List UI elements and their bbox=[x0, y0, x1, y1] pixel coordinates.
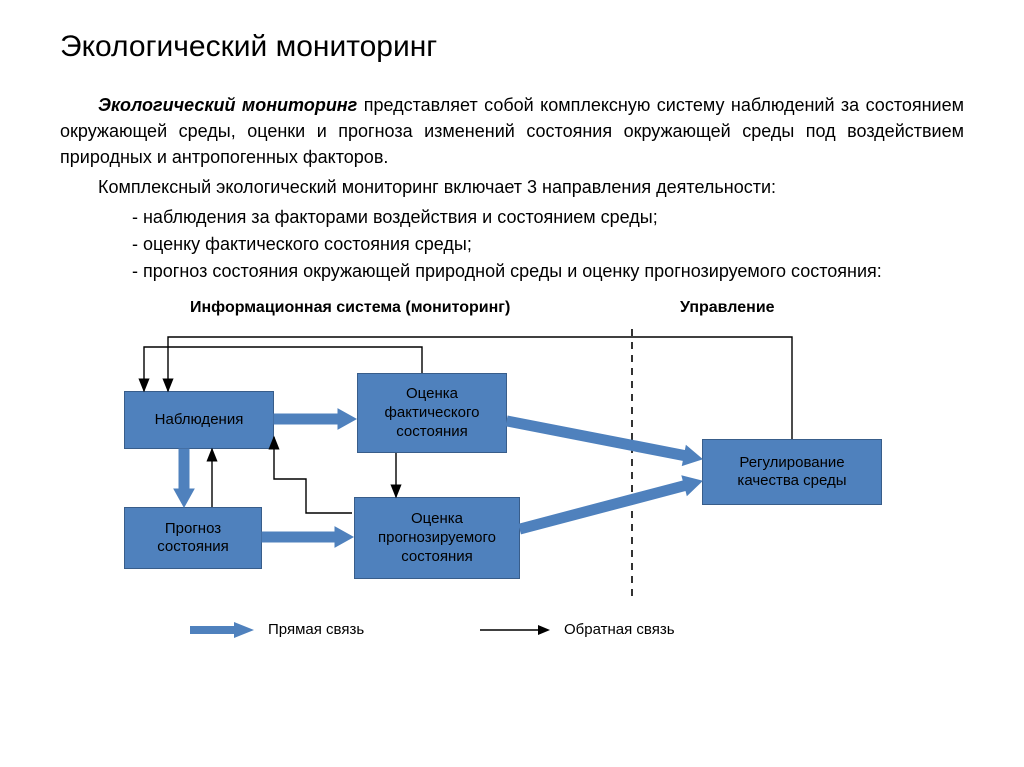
feedback-arrow bbox=[274, 437, 352, 513]
bullet-1: - наблюдения за факторами воздействия и … bbox=[60, 204, 964, 231]
bullet-2: - оценку фактического состояния среды; bbox=[60, 231, 964, 258]
node-forecast: Прогноз состояния bbox=[124, 507, 262, 569]
para1-lead: Экологический мониторинг bbox=[98, 95, 357, 115]
direct-arrow bbox=[274, 409, 356, 429]
node-eval_actual: Оценка фактического состояния bbox=[357, 373, 507, 453]
node-regulation: Регулирование качества среды bbox=[702, 439, 882, 505]
legend-feedback-label: Обратная связь bbox=[564, 621, 675, 638]
page-title: Экологический мониторинг bbox=[60, 30, 964, 64]
thick-arrow-icon bbox=[190, 622, 254, 638]
legend-feedback: Обратная связь bbox=[480, 621, 675, 638]
flowchart-diagram: Наблюдения Оценка фактического состояния П… bbox=[62, 329, 962, 619]
node-eval_forecast: Оценка прогнозируемого состояния bbox=[354, 497, 520, 579]
paragraph-1: Экологический мониторинг представляет со… bbox=[60, 92, 964, 170]
legend: Прямая связь Обратная связь bbox=[60, 621, 964, 651]
bullet-3: - прогноз состояния окружающей природной… bbox=[60, 258, 964, 285]
direct-arrow bbox=[519, 476, 702, 534]
direct-arrow bbox=[262, 527, 353, 547]
section-labels: Информационная система (мониторинг) Упра… bbox=[60, 299, 964, 327]
section-label-monitoring: Информационная система (мониторинг) bbox=[190, 299, 510, 317]
legend-direct-label: Прямая связь bbox=[268, 621, 364, 638]
direct-arrow bbox=[174, 449, 194, 507]
direct-arrow bbox=[506, 416, 702, 465]
legend-direct: Прямая связь bbox=[190, 621, 364, 638]
node-observations: Наблюдения bbox=[124, 391, 274, 449]
section-label-control: Управление bbox=[680, 299, 775, 317]
thin-arrow-icon bbox=[480, 622, 550, 638]
paragraph-2: Комплексный экологический мониторинг вкл… bbox=[60, 174, 964, 200]
